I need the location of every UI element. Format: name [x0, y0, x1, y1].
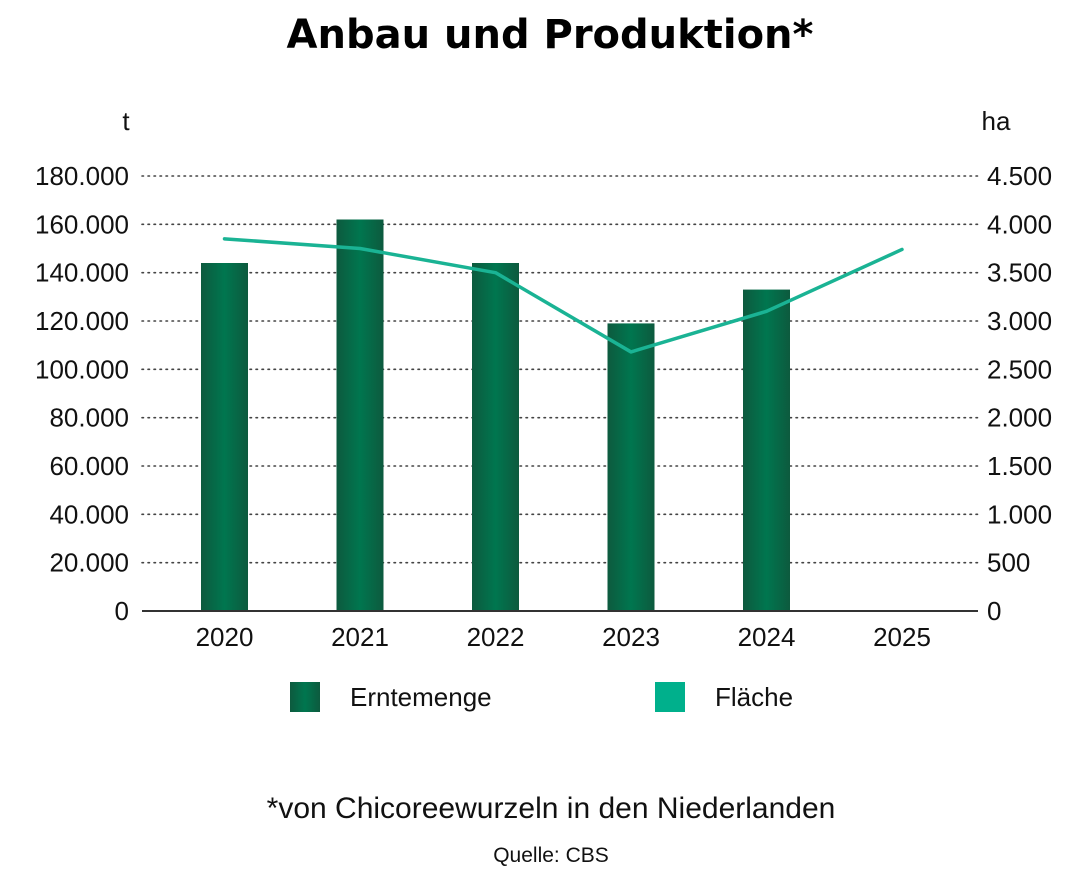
right-axis-ticks: 0 500 1.000 1.500 2.000 2.500 3.000 3.500 4.000 4…	[987, 161, 1052, 626]
x-tick-label: 2022	[467, 622, 525, 652]
legend-swatch-flaeche	[655, 682, 685, 712]
x-axis-ticks: 2020 2021 2022 2023 2024 2025	[196, 622, 931, 652]
legend-label-erntemenge: Erntemenge	[350, 682, 492, 712]
x-tick-label: 2024	[738, 622, 796, 652]
legend-swatch-erntemenge	[290, 682, 320, 712]
left-axis-unit: t	[122, 106, 130, 136]
right-tick-label: 0	[987, 596, 1001, 626]
line-point-2025	[900, 247, 904, 251]
x-tick-label: 2023	[602, 622, 660, 652]
right-tick-label: 4.000	[987, 209, 1052, 239]
source-label: Quelle: CBS	[493, 844, 609, 867]
x-tick-label: 2021	[331, 622, 389, 652]
bars-erntemenge	[201, 219, 790, 611]
left-tick-label: 20.000	[49, 548, 129, 578]
bar-2022	[472, 263, 519, 611]
right-tick-label: 2.500	[987, 354, 1052, 384]
bar-2023	[607, 323, 655, 611]
footnote: *von Chicoreewurzeln in den Niederlanden	[267, 792, 836, 825]
line-point-2022	[494, 271, 497, 275]
right-tick-label: 1.000	[987, 499, 1052, 529]
legend: Erntemenge Fläche	[290, 682, 793, 712]
left-tick-label: 140.000	[35, 258, 129, 288]
left-tick-label: 40.000	[49, 499, 129, 529]
right-tick-label: 1.500	[987, 451, 1052, 481]
chart-title: Anbau und Produktion*	[287, 12, 814, 58]
right-axis-unit: ha	[982, 106, 1011, 136]
line-point-2021	[358, 247, 362, 250]
left-tick-label: 160.000	[35, 209, 129, 239]
x-tick-label: 2025	[873, 622, 931, 652]
line-point-2024	[765, 309, 768, 313]
line-series-flaeche	[222, 237, 904, 354]
right-tick-label: 3.000	[987, 306, 1052, 336]
left-tick-label: 80.000	[49, 403, 129, 433]
left-tick-label: 0	[115, 596, 129, 626]
x-tick-label: 2020	[196, 622, 254, 652]
right-tick-label: 4.500	[987, 161, 1052, 191]
right-tick-label: 500	[987, 548, 1030, 578]
left-tick-label: 180.000	[35, 161, 129, 191]
left-tick-label: 120.000	[35, 306, 129, 336]
line-point-2020	[223, 237, 226, 241]
left-axis-ticks: 0 20.000 40.000 60.000 80.000 100.000 120.000 1…	[35, 161, 129, 626]
bar-2020	[201, 263, 248, 611]
right-tick-label: 2.000	[987, 403, 1052, 433]
line-point-2023	[629, 350, 633, 354]
gridlines	[141, 175, 979, 564]
bar-2021	[336, 219, 384, 611]
bar-2024	[743, 289, 790, 611]
right-tick-label: 3.500	[987, 258, 1052, 288]
line-flaeche	[222, 237, 904, 354]
left-tick-label: 60.000	[49, 451, 129, 481]
legend-label-flaeche: Fläche	[715, 682, 793, 712]
left-tick-label: 100.000	[35, 354, 129, 384]
